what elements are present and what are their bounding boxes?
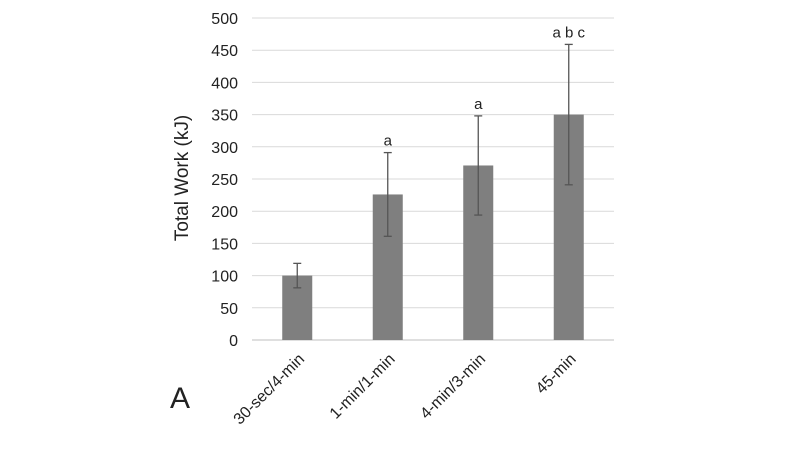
x-tick-label-3: 45-min bbox=[533, 351, 580, 398]
y-axis-label: Total Work (kJ) bbox=[172, 115, 193, 241]
y-tick-label: 450 bbox=[211, 43, 238, 60]
y-tick-label: 100 bbox=[211, 269, 238, 286]
significance-label-1: a bbox=[384, 133, 393, 150]
significance-label-2: a bbox=[474, 96, 483, 113]
panel-label: A bbox=[170, 382, 190, 415]
x-tick-label-0: 30-sec/4-min bbox=[231, 351, 308, 428]
y-tick-label: 0 bbox=[229, 333, 238, 350]
y-tick-label: 150 bbox=[211, 236, 238, 253]
significance-label-3: a b c bbox=[552, 24, 585, 41]
x-tick-label-2: 4-min/3-min bbox=[417, 351, 489, 423]
y-tick-label: 250 bbox=[211, 172, 238, 189]
y-tick-label: 350 bbox=[211, 108, 238, 125]
y-tick-label: 200 bbox=[211, 204, 238, 221]
x-tick-label-1: 1-min/1-min bbox=[327, 351, 399, 423]
y-tick-label: 50 bbox=[220, 301, 238, 318]
y-tick-label: 500 bbox=[211, 11, 238, 28]
y-tick-label: 300 bbox=[211, 140, 238, 157]
y-axis-ticks: 0 50 100 150 200 250 300 350 400 450 500 bbox=[211, 11, 238, 350]
grid-lines bbox=[252, 17, 614, 341]
significance-labels: a a a b c bbox=[384, 24, 586, 149]
x-axis-ticks: 30-sec/4-min 1-min/1-min 4-min/3-min 45-min bbox=[231, 351, 580, 428]
error-bars bbox=[293, 43, 573, 289]
y-tick-label: 400 bbox=[211, 75, 238, 92]
bars bbox=[282, 114, 584, 340]
